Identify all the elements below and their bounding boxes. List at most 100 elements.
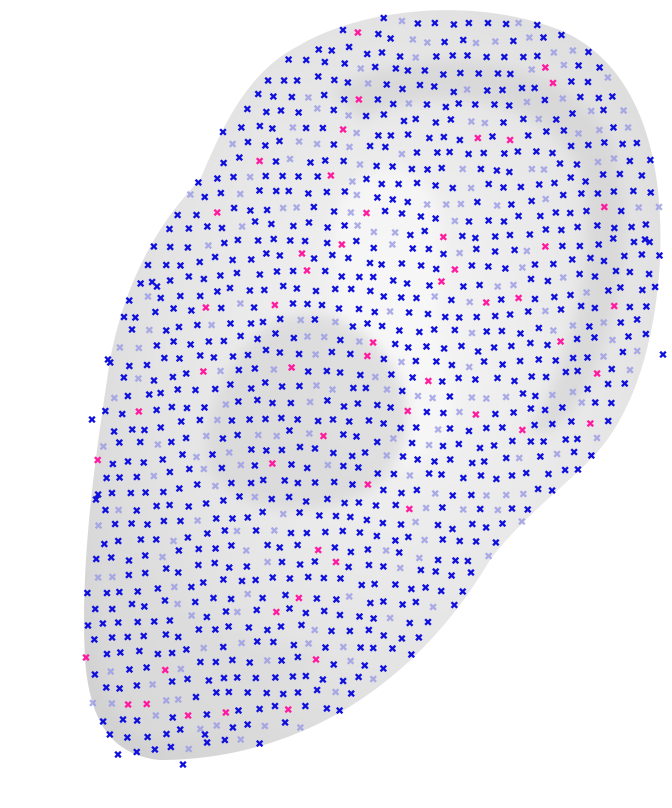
cross-marker-icon: ✖ <box>369 226 378 239</box>
cross-marker-icon: ✖ <box>618 346 627 359</box>
cross-marker-icon: ✖ <box>407 437 416 450</box>
cross-marker-icon: ✖ <box>502 489 511 502</box>
cross-marker-icon: ✖ <box>142 359 151 372</box>
cross-marker-icon: ✖ <box>411 52 420 65</box>
cross-marker-icon: ✖ <box>281 589 290 602</box>
cross-marker-icon: ✖ <box>493 280 502 293</box>
cross-marker-icon: ✖ <box>388 193 397 206</box>
cross-marker-icon: ✖ <box>253 333 262 346</box>
cross-marker-icon: ✖ <box>178 449 187 462</box>
cross-marker-icon: ✖ <box>93 571 102 584</box>
cross-marker-icon: ✖ <box>220 524 229 537</box>
cross-marker-icon: ✖ <box>509 279 518 292</box>
cross-marker-icon: ✖ <box>489 440 498 453</box>
cross-marker-icon: ✖ <box>328 383 337 396</box>
cross-marker-icon: ✖ <box>323 493 332 506</box>
cross-marker-icon: ✖ <box>150 616 159 629</box>
cross-marker-icon: ✖ <box>245 285 254 298</box>
cross-marker-icon: ✖ <box>568 319 577 332</box>
cross-marker-icon: ✖ <box>313 171 322 184</box>
cross-marker-icon: ✖ <box>228 254 237 267</box>
cross-marker-icon: ✖ <box>431 213 440 226</box>
cross-marker-icon: ✖ <box>262 445 271 458</box>
cross-marker-icon: ✖ <box>187 581 196 594</box>
cross-marker-icon: ✖ <box>370 306 379 319</box>
cross-marker-icon: ✖ <box>533 483 542 496</box>
cross-marker-icon: ✖ <box>438 534 447 547</box>
cross-marker-icon: ✖ <box>585 321 594 334</box>
cross-marker-icon: ✖ <box>136 436 145 449</box>
cross-marker-icon: ✖ <box>263 556 272 569</box>
cross-marker-icon: ✖ <box>642 301 651 314</box>
cross-marker-icon: ✖ <box>288 265 297 278</box>
cross-marker-icon: ✖ <box>583 76 592 89</box>
cross-marker-icon: ✖ <box>287 361 296 374</box>
cross-marker-icon: ✖ <box>437 585 446 598</box>
cross-marker-icon: ✖ <box>411 596 420 609</box>
cross-marker-icon: ✖ <box>371 500 380 513</box>
cross-marker-icon: ✖ <box>555 157 564 170</box>
cross-marker-icon: ✖ <box>368 337 377 350</box>
cross-marker-icon: ✖ <box>272 266 281 279</box>
cross-marker-icon: ✖ <box>211 656 220 669</box>
cross-marker-icon: ✖ <box>151 306 160 319</box>
cross-marker-icon: ✖ <box>625 266 634 279</box>
cross-marker-icon: ✖ <box>519 113 528 126</box>
cross-marker-icon: ✖ <box>490 245 499 258</box>
cross-marker-icon: ✖ <box>566 207 575 220</box>
cross-marker-icon: ✖ <box>645 236 654 249</box>
cross-marker-icon: ✖ <box>590 270 599 283</box>
cross-marker-icon: ✖ <box>535 178 544 191</box>
cross-marker-icon: ✖ <box>173 598 182 611</box>
cross-marker-icon: ✖ <box>654 201 663 214</box>
cross-marker-icon: ✖ <box>404 307 413 320</box>
cross-marker-icon: ✖ <box>228 138 237 151</box>
cross-marker-icon: ✖ <box>236 330 245 343</box>
cross-marker-icon: ✖ <box>445 146 454 159</box>
cross-marker-icon: ✖ <box>493 372 502 385</box>
cross-marker-icon: ✖ <box>219 672 228 685</box>
cross-marker-icon: ✖ <box>373 436 382 449</box>
cross-marker-icon: ✖ <box>279 508 288 521</box>
cross-marker-icon: ✖ <box>541 61 550 74</box>
cross-marker-icon: ✖ <box>379 109 388 122</box>
cross-marker-icon: ✖ <box>249 301 258 314</box>
cross-marker-icon: ✖ <box>345 415 354 428</box>
cross-marker-icon: ✖ <box>255 184 264 197</box>
cross-marker-icon: ✖ <box>360 446 369 459</box>
cross-marker-icon: ✖ <box>488 131 497 144</box>
cross-marker-icon: ✖ <box>530 293 539 306</box>
cross-marker-icon: ✖ <box>624 331 633 344</box>
cross-marker-icon: ✖ <box>506 68 515 81</box>
cross-marker-icon: ✖ <box>141 487 150 500</box>
cross-marker-icon: ✖ <box>153 648 162 661</box>
cross-marker-icon: ✖ <box>143 290 152 303</box>
cross-marker-icon: ✖ <box>246 477 255 490</box>
cross-marker-icon: ✖ <box>524 305 533 318</box>
cross-marker-icon: ✖ <box>422 406 431 419</box>
cross-marker-icon: ✖ <box>515 355 524 368</box>
cross-marker-icon: ✖ <box>331 556 340 569</box>
cross-marker-icon: ✖ <box>251 574 260 587</box>
cross-marker-icon: ✖ <box>389 433 398 446</box>
cross-marker-icon: ✖ <box>91 603 100 616</box>
cross-marker-icon: ✖ <box>315 510 324 523</box>
cross-marker-icon: ✖ <box>463 50 472 63</box>
cross-marker-icon: ✖ <box>373 191 382 204</box>
cross-marker-icon: ✖ <box>507 503 516 516</box>
cross-marker-icon: ✖ <box>277 556 286 569</box>
cross-marker-icon: ✖ <box>498 359 507 372</box>
cross-marker-icon: ✖ <box>218 432 227 445</box>
cross-marker-icon: ✖ <box>354 461 363 474</box>
cross-marker-icon: ✖ <box>540 94 549 107</box>
cross-marker-icon: ✖ <box>518 424 527 437</box>
cross-marker-icon: ✖ <box>194 624 203 637</box>
cross-marker-icon: ✖ <box>304 637 313 650</box>
cross-marker-icon: ✖ <box>525 31 534 44</box>
cross-marker-icon: ✖ <box>425 132 434 145</box>
cross-marker-icon: ✖ <box>354 671 363 684</box>
cross-marker-icon: ✖ <box>349 382 358 395</box>
cross-marker-icon: ✖ <box>629 236 638 249</box>
cross-marker-icon: ✖ <box>196 723 205 736</box>
cross-marker-icon: ✖ <box>284 491 293 504</box>
